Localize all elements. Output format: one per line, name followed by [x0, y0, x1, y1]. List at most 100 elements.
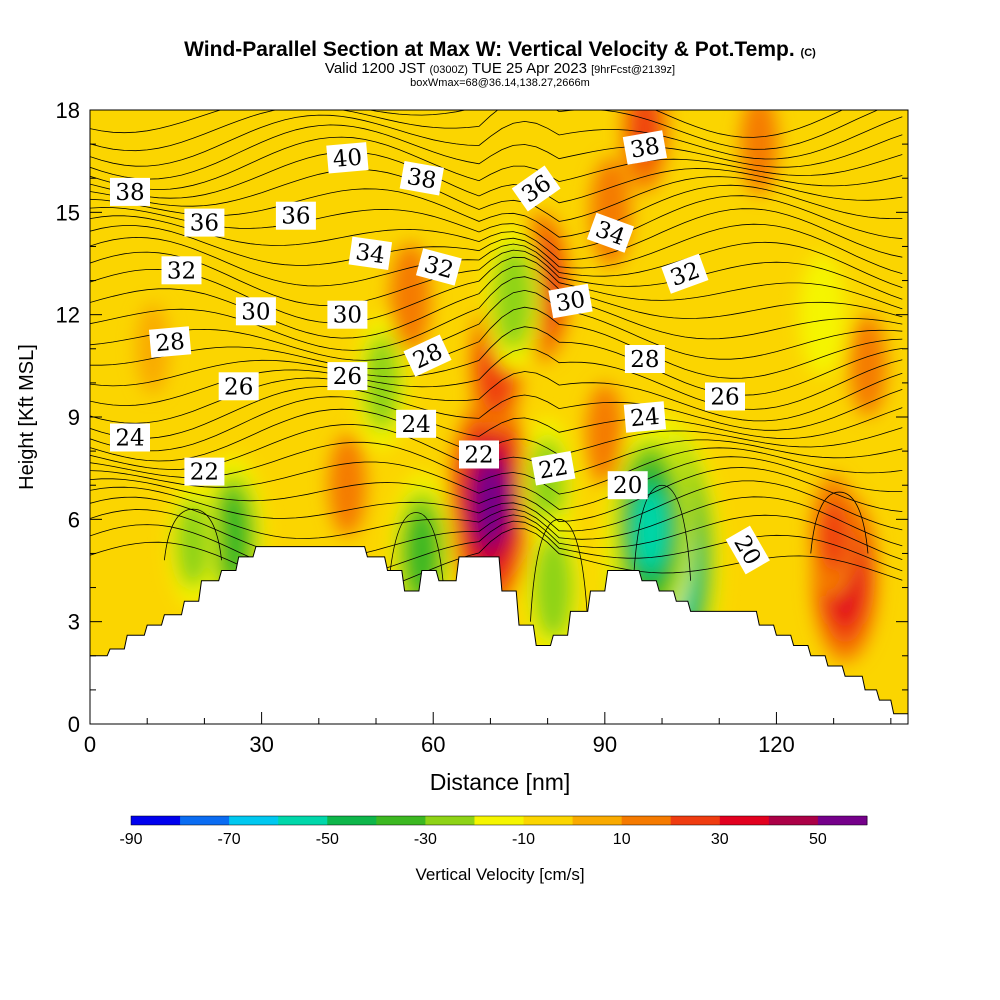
- contour-label-text: 36: [190, 211, 219, 237]
- isentrope-dome-0: [163, 508, 222, 561]
- isentrope-dome-1: [387, 512, 446, 602]
- colorbar-tick-label: -50: [316, 831, 339, 848]
- terrain: [90, 546, 908, 724]
- isentrope-dome-4: [810, 491, 869, 554]
- isentrope: [90, 168, 903, 222]
- contour-label-text: 22: [464, 443, 493, 469]
- velocity-cell-5: [541, 555, 566, 620]
- isentrope: [90, 184, 903, 238]
- contour-label-text: 28: [154, 329, 185, 357]
- colorbar-swatch: [180, 816, 230, 825]
- contour-label-text: 30: [333, 303, 362, 329]
- colorbar-swatch: [621, 816, 672, 825]
- isentrope: [90, 136, 903, 191]
- x-tick-label: 0: [84, 732, 96, 757]
- contour-label-text: 24: [401, 412, 430, 438]
- isentrope: [90, 265, 903, 339]
- contour-label-text: 30: [554, 287, 587, 318]
- y-tick-label: 12: [56, 303, 80, 328]
- isentrope: [90, 114, 903, 167]
- isentrope: [90, 441, 903, 495]
- contour-label-text: 24: [115, 426, 144, 452]
- isentrope: [90, 256, 903, 324]
- contour-label-24: 22: [184, 457, 225, 486]
- contour-label-text: 38: [115, 180, 144, 206]
- contour-label-text: 40: [332, 145, 363, 173]
- contour-label-text: 22: [190, 460, 219, 486]
- contour-label-20: 26: [705, 382, 745, 411]
- contour-label-23: 24: [623, 401, 667, 433]
- isentrope: [90, 151, 903, 204]
- contour-label-text: 30: [241, 299, 270, 325]
- colorbar-tick-label: 30: [711, 831, 729, 848]
- isentrope: [90, 223, 903, 274]
- colorbar-swatch: [719, 816, 770, 825]
- contour-label-3: 38: [110, 177, 150, 206]
- isentrope: [90, 110, 844, 138]
- y-tick-label: 0: [68, 712, 80, 737]
- isentrope: [90, 236, 903, 288]
- colorbar-swatch: [768, 816, 819, 825]
- velocity-cell-12: [411, 526, 433, 581]
- contour-label-9: 32: [415, 248, 462, 286]
- contour-label-10: 32: [661, 253, 709, 294]
- forecast-info: [9hrFcst@2139z]: [591, 64, 676, 76]
- colorbar-swatch: [572, 816, 623, 825]
- colorbar-swatch: [817, 816, 868, 825]
- contour-label-22: 24: [396, 409, 437, 438]
- colorbar-swatch: [523, 816, 574, 825]
- y-tick-label: 18: [56, 98, 80, 123]
- colorbar-swatch: [376, 816, 426, 825]
- velocity-cell-9: [819, 499, 848, 573]
- velocity-cell-11: [182, 515, 204, 571]
- colorbar-swatch: [278, 816, 328, 825]
- contour-label-0: 40: [326, 142, 369, 174]
- colorbar-tick-label: -70: [218, 831, 241, 848]
- box-info: boxWmax=68@36.14,138.27,2666m: [410, 77, 590, 89]
- isentrope: [90, 520, 903, 579]
- isentrope: [90, 496, 903, 547]
- y-tick-label: 9: [68, 405, 80, 430]
- velocity-cell-10: [222, 509, 244, 564]
- y-tick-label: 3: [68, 610, 80, 635]
- colorbar-tick-label: -10: [512, 831, 535, 848]
- contour-label-text: 36: [281, 204, 310, 230]
- colorbar-tick-label: 10: [613, 831, 631, 848]
- isentrope-dome-2: [530, 518, 589, 622]
- valid-date: TUE 25 Apr 2023: [471, 60, 587, 77]
- velocity-cell-17: [398, 264, 423, 331]
- contour-label-text: 26: [710, 385, 739, 411]
- valid-utc: (0300Z): [429, 64, 468, 76]
- isentrope: [90, 326, 903, 396]
- contour-label-26: 22: [531, 450, 576, 486]
- colorbar-swatch: [425, 816, 475, 825]
- contour-label-text: 26: [333, 364, 362, 390]
- contour-label-2: 38: [622, 130, 668, 165]
- contour-label-text: 38: [405, 164, 438, 195]
- contour-label-12: 30: [235, 297, 276, 326]
- isentrope: [90, 276, 903, 351]
- x-tick-label: 30: [249, 732, 273, 757]
- contour-label-15: 28: [148, 326, 192, 358]
- contour-label-17: 28: [624, 345, 665, 373]
- x-tick-label: 60: [421, 732, 445, 757]
- contour-label-7: 34: [348, 236, 393, 270]
- isentrope: [90, 509, 903, 560]
- contour-label-6: 36: [275, 201, 316, 230]
- velocity-cell-18: [336, 454, 359, 516]
- velocity-cell-0: [480, 477, 501, 527]
- contour-label-25: 22: [459, 440, 499, 469]
- contour-label-text: 28: [630, 347, 659, 373]
- contour-label-text: 34: [354, 239, 387, 269]
- isentrope: [90, 456, 903, 510]
- contour-label-27: 20: [607, 471, 648, 500]
- isentrope: [90, 208, 903, 261]
- velocity-cell-7: [640, 504, 661, 555]
- contour-label-19: 26: [327, 362, 368, 391]
- colorbar: -90 -70 -50 -30 -10 10 30 50: [119, 815, 868, 848]
- colorbar-swatch: [327, 816, 377, 825]
- chart-title: Wind-Parallel Section at Max W: Vertical…: [184, 38, 816, 61]
